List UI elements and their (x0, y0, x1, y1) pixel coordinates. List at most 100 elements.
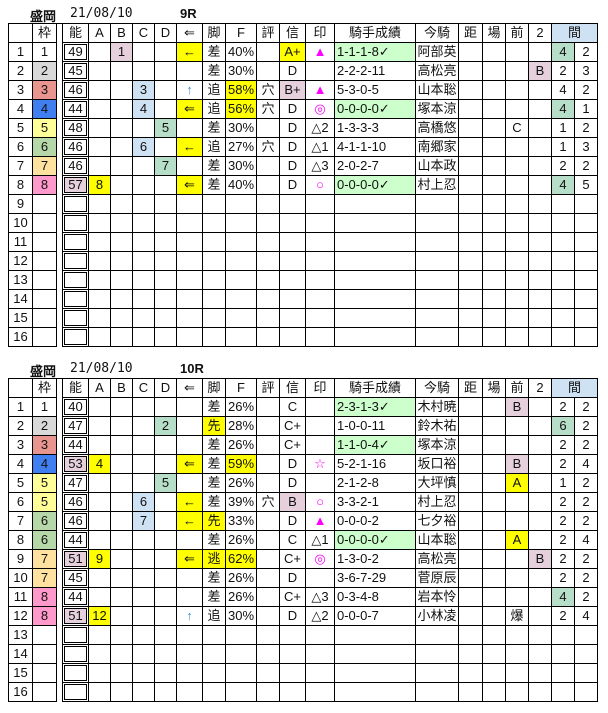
col-c-cell (132, 289, 155, 309)
mark-cell: ☆ (305, 454, 335, 474)
previous-cell: A (505, 473, 529, 493)
previous-cell (505, 194, 529, 214)
confidence-cell: D (279, 511, 306, 531)
jockey-record-cell: 1-3-3-3 (334, 118, 416, 138)
confidence-cell: D (279, 568, 306, 588)
running-style-cell: 追 (202, 606, 226, 626)
jockey-record-cell (334, 327, 416, 347)
col-c-cell: 3 (132, 80, 155, 100)
mark-cell: ○ (305, 492, 335, 512)
ability-cell: 46 (62, 80, 89, 100)
track-cell (482, 473, 506, 493)
second-cell (528, 682, 552, 702)
col-d-cell (154, 625, 177, 645)
jockey-record-cell: 5-3-0-5 (334, 80, 416, 100)
col-c-cell (132, 530, 155, 550)
header-previous: 前 (505, 378, 529, 398)
confidence-cell (279, 327, 306, 347)
col-a-cell (88, 492, 111, 512)
col-a-cell (88, 473, 111, 493)
frame-cell: 2 (32, 61, 57, 81)
f-rate-cell: 59% (225, 454, 257, 474)
interval-2-cell: 4 (573, 530, 599, 550)
distance-cell (458, 80, 483, 100)
track-cell (482, 644, 506, 664)
interval-1-cell (551, 644, 575, 664)
interval-2-cell (573, 270, 599, 290)
arrow-cell (176, 61, 203, 81)
ability-cell: 44 (62, 435, 89, 455)
running-style-cell: 差 (202, 530, 226, 550)
col-d-cell (154, 549, 177, 569)
track-cell (482, 270, 506, 290)
header-running-style: 脚 (202, 378, 226, 398)
running-style-cell: 差 (202, 397, 226, 417)
col-d-cell (154, 270, 177, 290)
jockey-record-cell (334, 625, 416, 645)
header-jockey-record: 騎手成績 (334, 23, 416, 43)
col-b-cell (110, 397, 133, 417)
frame-cell (32, 270, 57, 290)
row-number-cell: 12 (8, 606, 33, 626)
col-d-cell (154, 397, 177, 417)
jockey-cell: 山本聡 (415, 80, 459, 100)
row-number-cell: 15 (8, 663, 33, 683)
interval-1-cell: 4 (551, 175, 575, 195)
rating-cell (256, 251, 280, 271)
col-c-cell (132, 606, 155, 626)
col-a-cell (88, 397, 111, 417)
col-c-cell: 6 (132, 492, 155, 512)
mark-cell (305, 473, 335, 493)
distance-cell (458, 625, 483, 645)
col-c-cell (132, 327, 155, 347)
col-d-cell (154, 663, 177, 683)
interval-2-cell (573, 251, 599, 271)
previous-cell (505, 663, 529, 683)
f-rate-cell (225, 232, 257, 252)
distance-cell (458, 251, 483, 271)
distance-cell (458, 397, 483, 417)
ability-cell: 51 (62, 549, 89, 569)
second-cell (528, 530, 552, 550)
row-number-cell: 2 (8, 61, 33, 81)
distance-cell (458, 435, 483, 455)
table-row: 16 (8, 327, 599, 347)
interval-2-cell: 2 (573, 42, 599, 62)
interval-1-cell: 2 (551, 156, 575, 176)
track-cell (482, 663, 506, 683)
arrow-cell: ← (176, 511, 203, 531)
frame-cell: 5 (32, 118, 57, 138)
track-cell (482, 213, 506, 233)
interval-2-cell (573, 213, 599, 233)
track-cell (482, 137, 506, 157)
f-rate-cell (225, 213, 257, 233)
distance-cell (458, 327, 483, 347)
rating-cell (256, 289, 280, 309)
col-a-cell (88, 289, 111, 309)
distance-cell (458, 308, 483, 328)
interval-1-cell: 4 (551, 42, 575, 62)
f-rate-cell: 39% (225, 492, 257, 512)
table-row: 8 6 44 差 26% C △1 0-0-0-0✓ 山本聡 A 2 4 (8, 530, 599, 550)
mark-cell (305, 397, 335, 417)
interval-2-cell: 2 (573, 435, 599, 455)
jockey-cell: 高松亮 (415, 61, 459, 81)
ability-cell: 45 (62, 61, 89, 81)
arrow-cell (176, 663, 203, 683)
distance-cell (458, 137, 483, 157)
race-10r-panel: 盛岡 21/08/10 10R 枠能 A B C D ⇐ 脚 F 評信印騎手成績 今騎距場前 2 間 1 1 40… (8, 358, 599, 702)
rating-cell (256, 270, 280, 290)
running-style-cell (202, 270, 226, 290)
distance-cell (458, 473, 483, 493)
f-rate-cell (225, 251, 257, 271)
interval-1-cell: 2 (551, 397, 575, 417)
col-c-cell (132, 473, 155, 493)
col-d-cell (154, 568, 177, 588)
arrow-cell (176, 397, 203, 417)
interval-1-cell: 2 (551, 435, 575, 455)
col-c-cell: 4 (132, 99, 155, 119)
rating-cell (256, 587, 280, 607)
col-c-cell (132, 308, 155, 328)
jockey-record-cell (334, 289, 416, 309)
col-b-cell (110, 454, 133, 474)
